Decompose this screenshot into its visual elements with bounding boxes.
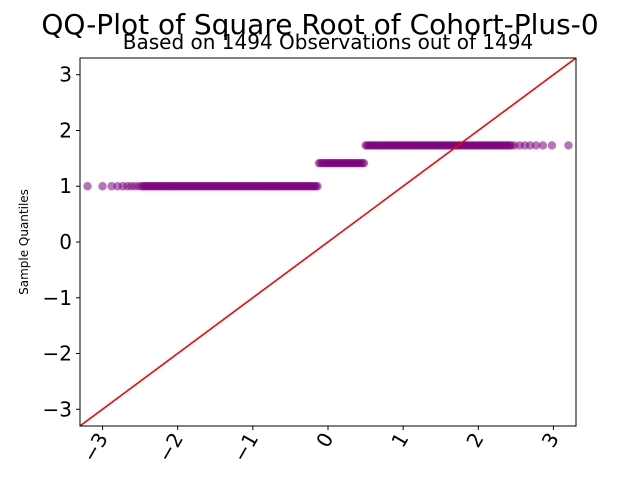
y-tick-label: 0 bbox=[59, 230, 72, 254]
data-point bbox=[525, 141, 535, 150]
y-tick-label: 1 bbox=[59, 174, 72, 198]
data-point bbox=[313, 182, 322, 191]
data-point bbox=[538, 141, 548, 150]
chart-subtitle: Based on 1494 Observations out of 1494 bbox=[123, 30, 534, 54]
data-point bbox=[547, 141, 557, 150]
y-tick-label: −3 bbox=[43, 397, 72, 421]
data-point bbox=[564, 141, 573, 150]
data-point bbox=[107, 182, 116, 191]
x-tick-label: 0 bbox=[311, 429, 338, 452]
x-tick-label: −2 bbox=[153, 429, 189, 467]
x-tick-label: 1 bbox=[386, 429, 413, 452]
data-point bbox=[359, 158, 369, 168]
x-tick-label: −3 bbox=[77, 429, 113, 467]
x-tick-label: 3 bbox=[537, 429, 564, 452]
data-point bbox=[507, 141, 516, 150]
y-tick-label: −2 bbox=[43, 342, 72, 366]
y-tick-label: −1 bbox=[43, 286, 72, 310]
x-tick-label: −1 bbox=[228, 429, 264, 467]
data-point bbox=[83, 182, 92, 191]
data-point bbox=[531, 141, 541, 150]
y-tick-label: 2 bbox=[59, 118, 72, 142]
chart-title: QQ-Plot of Square Root of Cohort-Plus-0 bbox=[41, 8, 598, 41]
x-tick-label: 2 bbox=[461, 429, 488, 452]
reference-line bbox=[80, 58, 576, 426]
data-point bbox=[98, 182, 107, 191]
y-tick-label: 3 bbox=[59, 63, 72, 87]
plot-area bbox=[80, 58, 576, 426]
y-axis-label: Sample Quantiles bbox=[17, 189, 31, 295]
